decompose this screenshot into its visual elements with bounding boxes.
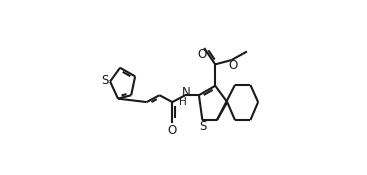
Text: O: O — [168, 124, 177, 137]
Text: O: O — [198, 48, 207, 61]
Text: O: O — [228, 59, 237, 72]
Text: H: H — [179, 97, 187, 107]
Text: N: N — [182, 86, 191, 99]
Text: S: S — [101, 74, 109, 87]
Text: S: S — [200, 120, 207, 134]
